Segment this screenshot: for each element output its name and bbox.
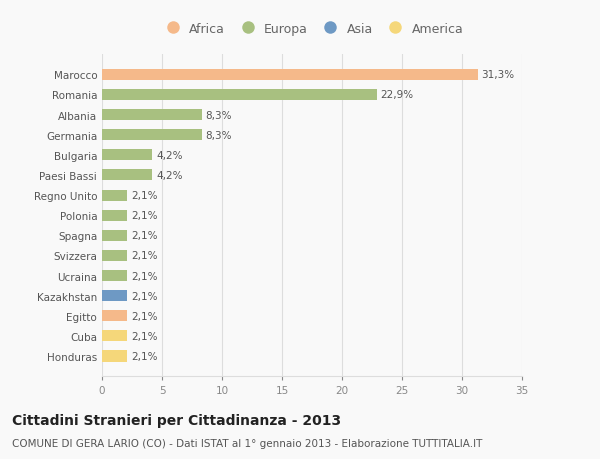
- Text: 2,1%: 2,1%: [131, 251, 157, 261]
- Bar: [102, 270, 127, 281]
- Text: 2,1%: 2,1%: [131, 291, 157, 301]
- Text: 8,3%: 8,3%: [205, 110, 232, 120]
- Text: 4,2%: 4,2%: [156, 151, 182, 161]
- Text: 2,1%: 2,1%: [131, 231, 157, 241]
- Bar: [102, 250, 127, 262]
- Text: 2,1%: 2,1%: [131, 351, 157, 361]
- Bar: [102, 291, 127, 302]
- Bar: [102, 150, 152, 161]
- Bar: [102, 351, 127, 362]
- Text: Cittadini Stranieri per Cittadinanza - 2013: Cittadini Stranieri per Cittadinanza - 2…: [12, 413, 341, 427]
- Text: 2,1%: 2,1%: [131, 190, 157, 201]
- Bar: [102, 311, 127, 322]
- Legend: Africa, Europa, Asia, America: Africa, Europa, Asia, America: [161, 23, 463, 36]
- Text: 4,2%: 4,2%: [156, 171, 182, 180]
- Text: 22,9%: 22,9%: [380, 90, 413, 100]
- Text: 2,1%: 2,1%: [131, 211, 157, 221]
- Bar: [102, 210, 127, 221]
- Bar: [102, 230, 127, 241]
- Bar: [102, 170, 152, 181]
- Text: 2,1%: 2,1%: [131, 331, 157, 341]
- Bar: [102, 70, 478, 81]
- Text: 2,1%: 2,1%: [131, 271, 157, 281]
- Text: 31,3%: 31,3%: [481, 70, 514, 80]
- Bar: [102, 110, 202, 121]
- Text: 8,3%: 8,3%: [205, 130, 232, 140]
- Bar: [102, 190, 127, 201]
- Text: 2,1%: 2,1%: [131, 311, 157, 321]
- Bar: [102, 90, 377, 101]
- Bar: [102, 130, 202, 141]
- Text: COMUNE DI GERA LARIO (CO) - Dati ISTAT al 1° gennaio 2013 - Elaborazione TUTTITA: COMUNE DI GERA LARIO (CO) - Dati ISTAT a…: [12, 438, 482, 448]
- Bar: [102, 330, 127, 341]
